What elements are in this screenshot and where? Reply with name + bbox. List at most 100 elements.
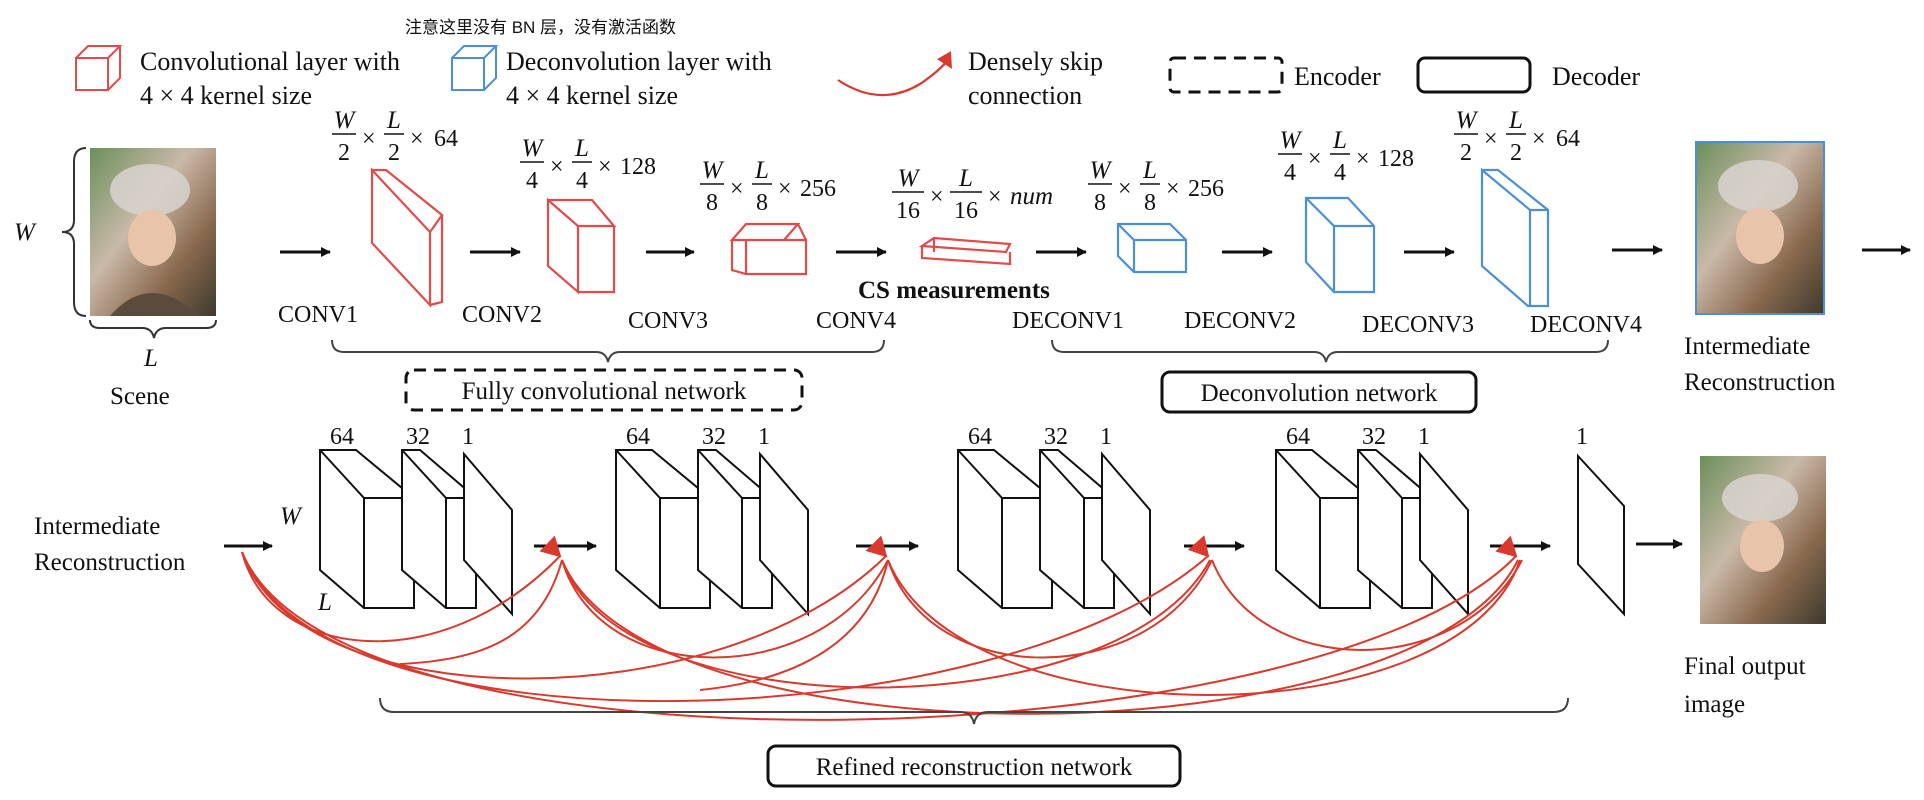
deconv2-block bbox=[1304, 196, 1376, 294]
legend-deconv-line2: 4 × 4 kernel size bbox=[506, 81, 678, 110]
refine-block-3-channels: 64 32 1 bbox=[968, 424, 1112, 450]
fcn-label: Fully convolutional network bbox=[462, 378, 747, 405]
deconv-net-label: Deconvolution network bbox=[1201, 380, 1438, 407]
svg-text:64: 64 bbox=[968, 424, 992, 450]
refine-l-label: L bbox=[317, 589, 332, 616]
refined-bracket bbox=[379, 697, 1569, 725]
refine-block-2 bbox=[615, 449, 809, 617]
svg-text:L: L bbox=[1142, 157, 1157, 184]
svg-text:4: 4 bbox=[1284, 160, 1296, 186]
refine-block-1-channels: 64 32 1 bbox=[330, 424, 474, 450]
svg-text:32: 32 bbox=[702, 424, 726, 450]
svg-text:W: W bbox=[522, 135, 545, 162]
svg-text:×: × bbox=[1308, 146, 1322, 172]
refined-label: Refined reconstruction network bbox=[816, 754, 1133, 781]
cs-measurements-label: CS measurements bbox=[858, 277, 1050, 304]
label-conv3: CONV3 bbox=[628, 308, 708, 334]
conv3-block bbox=[729, 222, 808, 276]
svg-text:32: 32 bbox=[1044, 424, 1068, 450]
svg-text:16: 16 bbox=[954, 198, 978, 224]
fcn-label-box bbox=[404, 368, 804, 412]
svg-text:L: L bbox=[574, 135, 589, 162]
scene-l-label: L bbox=[143, 345, 158, 372]
svg-text:L: L bbox=[1332, 127, 1347, 154]
legend-skip-line2: connection bbox=[968, 81, 1082, 110]
svg-text:64: 64 bbox=[434, 126, 458, 152]
refine-block-1 bbox=[319, 449, 513, 617]
refined-label-box bbox=[766, 744, 1182, 788]
refine-block-4-channels: 64 32 1 bbox=[1286, 424, 1430, 450]
svg-text:8: 8 bbox=[1094, 190, 1106, 216]
svg-text:×: × bbox=[730, 176, 744, 202]
scene-height-brace bbox=[61, 147, 87, 317]
deconv-label-box bbox=[1160, 370, 1478, 414]
refine-block-3 bbox=[957, 449, 1151, 617]
svg-text:8: 8 bbox=[1144, 190, 1156, 216]
label-deconv1: DECONV1 bbox=[1012, 308, 1124, 334]
intermediate-top-line1: Intermediate bbox=[1684, 333, 1810, 360]
label-deconv2: DECONV2 bbox=[1184, 308, 1296, 334]
svg-text:L: L bbox=[958, 165, 973, 192]
svg-text:256: 256 bbox=[1188, 176, 1224, 202]
fcn-bracket bbox=[331, 339, 885, 363]
intermediate-left-line1: Intermediate bbox=[34, 513, 160, 540]
svg-text:128: 128 bbox=[1378, 146, 1414, 172]
svg-text:2: 2 bbox=[388, 140, 400, 166]
intermediate-top-line2: Reconstruction bbox=[1684, 369, 1836, 396]
svg-text:×: × bbox=[1166, 176, 1180, 202]
dims-deconv1: W 8 × L 8 × 256 bbox=[1088, 157, 1224, 216]
encoder-legend-box bbox=[1168, 56, 1284, 94]
skip-legend-arrow-icon bbox=[837, 59, 949, 97]
label-deconv4: DECONV4 bbox=[1530, 312, 1642, 338]
label-deconv3: DECONV3 bbox=[1362, 312, 1474, 338]
dims-conv3: W 8 × L 8 × 256 bbox=[700, 157, 836, 216]
svg-text:×: × bbox=[1356, 146, 1370, 172]
label-conv1: CONV1 bbox=[278, 302, 358, 328]
intermediate-left-line2: Reconstruction bbox=[34, 549, 186, 576]
legend: Convolutional layer with 4 × 4 kernel si… bbox=[75, 45, 1640, 110]
svg-text:W: W bbox=[702, 157, 725, 184]
svg-text:64: 64 bbox=[330, 424, 354, 450]
svg-text:×: × bbox=[598, 154, 612, 180]
dense-skip-connections bbox=[241, 535, 1523, 721]
svg-text:1: 1 bbox=[758, 424, 770, 450]
deconv-bracket bbox=[1051, 339, 1609, 363]
refine-block-4 bbox=[1275, 449, 1469, 617]
svg-text:×: × bbox=[1484, 126, 1498, 152]
svg-text:W: W bbox=[1280, 127, 1303, 154]
refine-block-2-channels: 64 32 1 bbox=[626, 424, 770, 450]
legend-encoder: Encoder bbox=[1294, 62, 1381, 91]
svg-text:×: × bbox=[410, 126, 424, 152]
svg-text:×: × bbox=[930, 184, 944, 210]
svg-text:num: num bbox=[1010, 183, 1053, 210]
cs-measurement-block bbox=[918, 236, 1012, 266]
svg-text:×: × bbox=[550, 154, 564, 180]
legend-decoder: Decoder bbox=[1552, 62, 1640, 91]
label-conv2: CONV2 bbox=[462, 302, 542, 328]
svg-text:W: W bbox=[1456, 107, 1479, 134]
deconv3-block bbox=[1480, 167, 1550, 308]
legend-skip-line1: Densely skip bbox=[968, 47, 1103, 76]
scene-caption: Scene bbox=[110, 383, 170, 410]
conv2-block bbox=[546, 197, 617, 295]
svg-text:2: 2 bbox=[1460, 140, 1472, 166]
svg-text:W: W bbox=[898, 165, 921, 192]
svg-text:64: 64 bbox=[1286, 424, 1310, 450]
deconv1-block bbox=[1116, 222, 1188, 274]
svg-text:4: 4 bbox=[576, 168, 588, 194]
svg-text:256: 256 bbox=[800, 176, 836, 202]
svg-text:1: 1 bbox=[1100, 424, 1112, 450]
svg-text:L: L bbox=[386, 107, 401, 134]
final-output-line1: Final output bbox=[1684, 653, 1806, 680]
svg-text:1: 1 bbox=[462, 424, 474, 450]
svg-text:L: L bbox=[1508, 107, 1523, 134]
svg-text:32: 32 bbox=[406, 424, 430, 450]
svg-text:W: W bbox=[1090, 157, 1113, 184]
svg-text:×: × bbox=[988, 184, 1002, 210]
deconv-legend-cube-icon bbox=[451, 45, 499, 91]
conv1-block bbox=[370, 167, 444, 308]
svg-text:×: × bbox=[1118, 176, 1132, 202]
svg-text:1: 1 bbox=[1418, 424, 1430, 450]
final-layer bbox=[1577, 453, 1625, 617]
